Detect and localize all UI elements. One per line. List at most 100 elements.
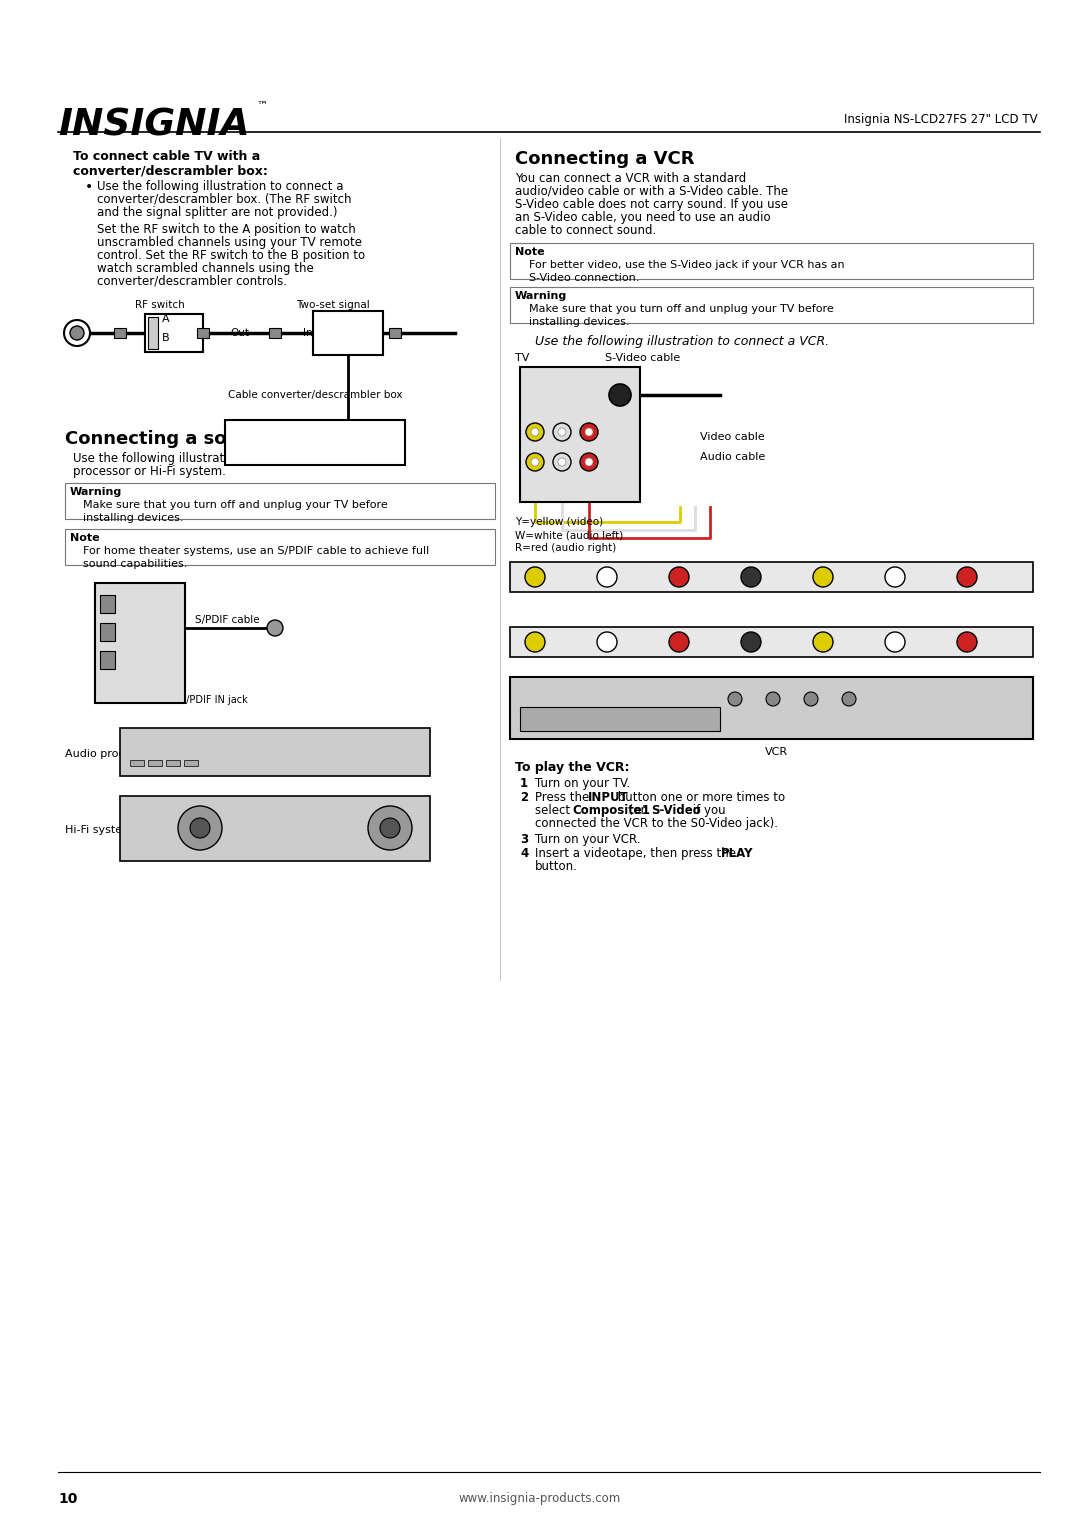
Circle shape: [190, 818, 210, 838]
Text: B: B: [162, 333, 170, 344]
Text: 1: 1: [519, 777, 528, 789]
Bar: [225, 420, 405, 466]
Text: www.insignia-products.com: www.insignia-products.com: [459, 1492, 621, 1506]
Text: converter/descrambler box. (The RF switch: converter/descrambler box. (The RF switc…: [97, 192, 351, 206]
Text: Out: Out: [230, 328, 249, 337]
Bar: [130, 760, 144, 767]
Text: select: select: [535, 805, 573, 817]
Bar: [100, 596, 114, 612]
Circle shape: [728, 692, 742, 705]
Text: watch scrambled channels using the: watch scrambled channels using the: [97, 263, 314, 275]
Text: DR: DR: [619, 382, 631, 389]
Bar: [100, 651, 114, 669]
Text: Make sure that you turn off and unplug your TV before: Make sure that you turn off and unplug y…: [529, 304, 834, 315]
Bar: [510, 628, 1032, 657]
Text: You can connect a VCR with a standard: You can connect a VCR with a standard: [515, 173, 746, 185]
Bar: [166, 760, 180, 767]
Circle shape: [553, 454, 571, 470]
Text: R=red (audio right): R=red (audio right): [515, 544, 617, 553]
Circle shape: [368, 806, 411, 851]
Text: Two-set signal: Two-set signal: [296, 299, 369, 310]
Text: Hi-Fi system: Hi-Fi system: [65, 825, 133, 835]
Text: button.: button.: [535, 860, 578, 873]
Text: processor or Hi-Fi system.: processor or Hi-Fi system.: [73, 466, 226, 478]
Text: Use the following illustration to connect a: Use the following illustration to connec…: [97, 180, 343, 192]
Text: A: A: [162, 315, 170, 324]
Text: control. Set the RF switch to the B position to: control. Set the RF switch to the B posi…: [97, 249, 365, 263]
Circle shape: [558, 428, 566, 437]
Circle shape: [842, 692, 856, 705]
Circle shape: [64, 321, 90, 347]
Text: Y=yellow (video): Y=yellow (video): [515, 518, 603, 527]
Text: Note: Note: [70, 533, 99, 544]
Text: S-Video cable: S-Video cable: [605, 353, 680, 363]
Text: Warning: Warning: [515, 292, 567, 301]
Circle shape: [804, 692, 818, 705]
Circle shape: [580, 423, 598, 441]
Text: Turn on your VCR.: Turn on your VCR.: [535, 834, 640, 846]
Text: S/PDIF cable: S/PDIF cable: [195, 615, 259, 625]
Text: Insignia NS-LCD27FS 27" LCD TV: Insignia NS-LCD27FS 27" LCD TV: [845, 113, 1038, 127]
Text: For better video, use the S-Video jack if your VCR has an: For better video, use the S-Video jack i…: [529, 260, 845, 270]
Text: and the signal splitter are not provided.): and the signal splitter are not provided…: [97, 206, 337, 218]
Circle shape: [885, 632, 905, 652]
Circle shape: [531, 458, 539, 466]
Text: To connect cable TV with a: To connect cable TV with a: [73, 150, 260, 163]
Circle shape: [957, 567, 977, 586]
Text: converter/descrambler controls.: converter/descrambler controls.: [97, 275, 287, 289]
Circle shape: [585, 458, 593, 466]
Text: (or: (or: [625, 805, 649, 817]
Circle shape: [525, 632, 545, 652]
Circle shape: [70, 325, 84, 341]
Circle shape: [766, 692, 780, 705]
Bar: [120, 796, 430, 861]
Text: Audio processor: Audio processor: [65, 750, 154, 759]
Text: button one or more times to: button one or more times to: [615, 791, 785, 805]
Circle shape: [580, 454, 598, 470]
Bar: [148, 318, 158, 350]
Text: INSIGNIA: INSIGNIA: [58, 107, 249, 144]
Bar: [389, 328, 401, 337]
Text: converter/descrambler box:: converter/descrambler box:: [73, 163, 268, 177]
Text: RF switch: RF switch: [135, 299, 185, 310]
Bar: [197, 328, 210, 337]
Text: audio/video cable or with a S-Video cable. The: audio/video cable or with a S-Video cabl…: [515, 185, 788, 199]
Circle shape: [597, 632, 617, 652]
Circle shape: [526, 423, 544, 441]
Text: Make sure that you turn off and unplug your TV before: Make sure that you turn off and unplug y…: [83, 499, 388, 510]
Text: an S-Video cable, you need to use an audio: an S-Video cable, you need to use an aud…: [515, 211, 771, 224]
Circle shape: [741, 632, 761, 652]
Bar: [114, 328, 126, 337]
Text: VCR: VCR: [765, 747, 787, 757]
Text: Use the following illustration to connect a VCR.: Use the following illustration to connec…: [535, 334, 829, 348]
Text: Audio cable: Audio cable: [700, 452, 766, 463]
Text: Note: Note: [515, 247, 544, 257]
Text: Composite1: Composite1: [572, 805, 650, 817]
Bar: [510, 287, 1032, 324]
Circle shape: [380, 818, 400, 838]
Text: Set the RF switch to the A position to watch: Set the RF switch to the A position to w…: [97, 223, 355, 237]
Text: installing devices.: installing devices.: [83, 513, 184, 524]
Bar: [148, 760, 162, 767]
Text: Press the: Press the: [535, 791, 593, 805]
Circle shape: [957, 632, 977, 652]
Text: ™: ™: [256, 101, 267, 111]
Bar: [510, 243, 1032, 279]
Text: installing devices.: installing devices.: [529, 318, 630, 327]
Circle shape: [531, 428, 539, 437]
Text: cable to connect sound.: cable to connect sound.: [515, 224, 657, 237]
Bar: [269, 328, 281, 337]
Text: INPUT: INPUT: [588, 791, 629, 805]
Circle shape: [669, 567, 689, 586]
Text: unscrambled channels using your TV remote: unscrambled channels using your TV remot…: [97, 237, 362, 249]
Text: TV: TV: [515, 353, 529, 363]
Circle shape: [609, 383, 631, 406]
Bar: [184, 760, 198, 767]
Text: S-Video: S-Video: [651, 805, 701, 817]
Circle shape: [813, 632, 833, 652]
Text: Use the following illustration to connect an audio: Use the following illustration to connec…: [73, 452, 364, 466]
Text: 4: 4: [519, 847, 528, 860]
Circle shape: [813, 567, 833, 586]
Text: PLAY: PLAY: [720, 847, 753, 860]
Bar: [510, 562, 1032, 592]
